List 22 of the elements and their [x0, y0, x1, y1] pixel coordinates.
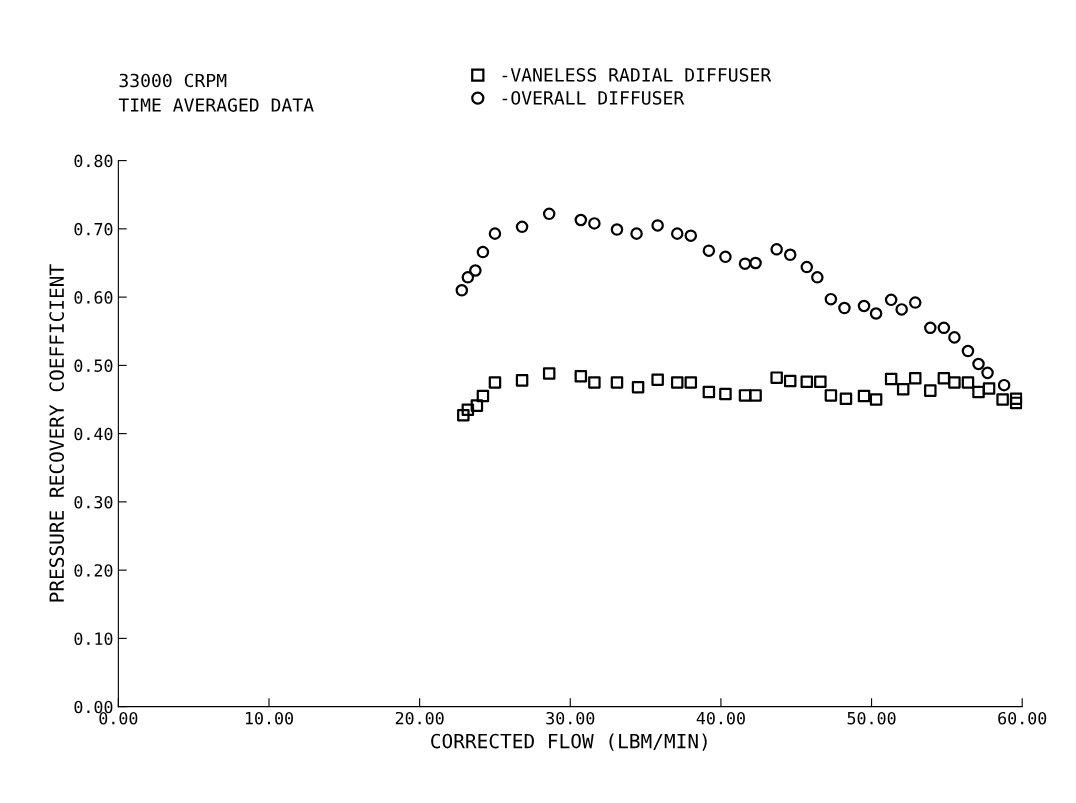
legend-label: -VANELESS RADIAL DIFFUSER [502, 68, 772, 82]
y-tick-label: 0.00 [74, 700, 113, 714]
y-tick-label: 0.20 [74, 564, 113, 577]
y-tick-label: 0.80 [74, 154, 113, 168]
y-tick-label: 0.10 [74, 632, 113, 645]
y-axis-title: PRESSURE RECOVERY COEFFICIENT [49, 264, 65, 602]
y-tick-label: 0.60 [74, 291, 113, 304]
x-tick-label: 50.00 [847, 711, 896, 725]
x-tick-label: 40.00 [696, 711, 745, 725]
x-tick-label: 10.00 [245, 711, 294, 725]
y-tick-label: 0.30 [74, 495, 113, 509]
text: 33000 CRPM [119, 73, 227, 88]
legend-label: -OVERALL DIFFUSER [502, 91, 685, 105]
y-tick-label: 0.40 [74, 427, 113, 441]
x-tick-label: 20.00 [395, 711, 444, 725]
text: TIME AVERAGED DATA [118, 98, 314, 112]
x-tick-label: 0.00 [99, 711, 138, 725]
x-tick-label: 60.00 [998, 711, 1047, 725]
y-tick-label: 0.70 [74, 222, 113, 236]
x-tick-label: 30.00 [546, 711, 595, 725]
y-tick-label: 0.50 [74, 359, 113, 372]
x-axis-title: CORRECTED FLOW (LBM/MIN) [431, 733, 707, 751]
